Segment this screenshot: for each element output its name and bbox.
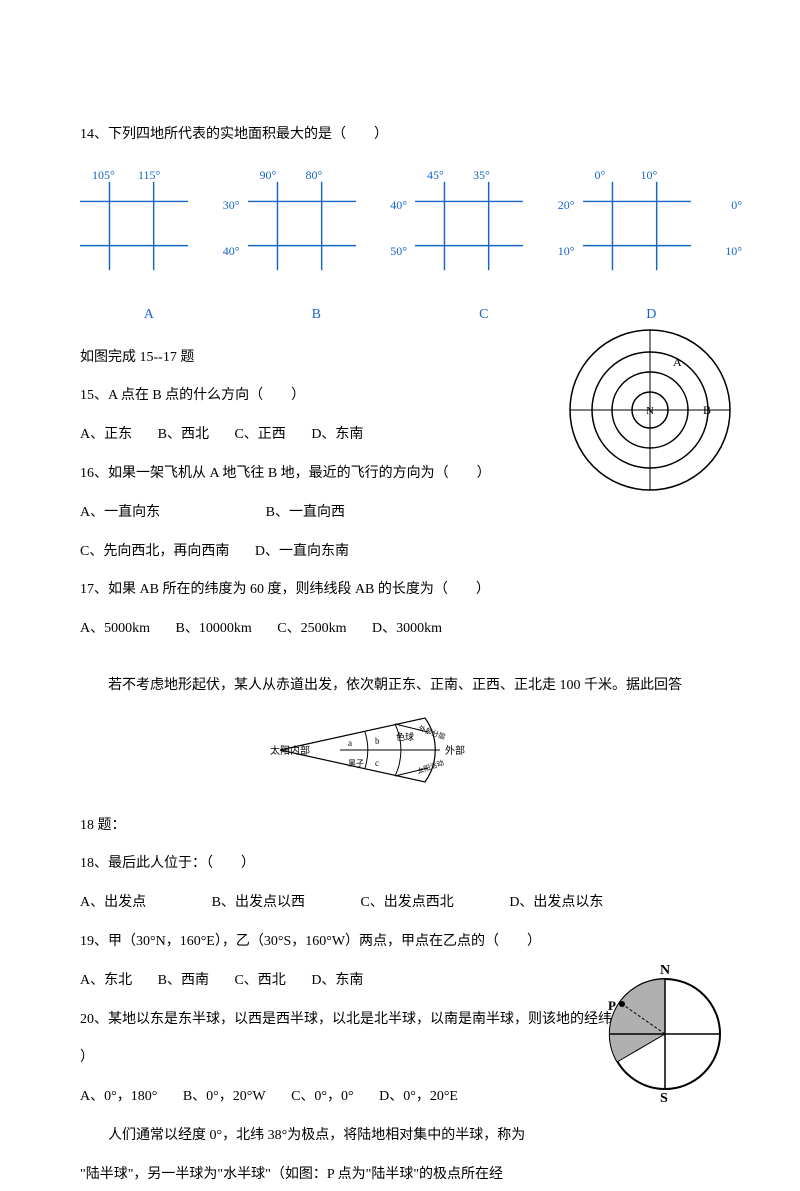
hemi-l1: 人们通常以经度 0°，北纬 38°为极点，将陆地相对集中的半球，称为: [80, 1121, 720, 1152]
q17-text: 17、如果 AB 所在的纬度为 60 度，则纬线段 AB 的长度为（ ）: [80, 575, 720, 606]
grid-c-top1: 45°: [427, 162, 444, 188]
grid-a-top1: 105°: [92, 162, 115, 188]
intro-18: 若不考虑地形起伏，某人从赤道出发，依次朝正东、正南、正西、正北走 100 千米。…: [80, 671, 720, 702]
grid-letter-c: C: [415, 300, 553, 331]
q19-c: C、西北: [234, 973, 285, 988]
svg-text:N: N: [660, 963, 670, 978]
q20-b: B、0°，20°W: [183, 1089, 266, 1104]
q17-c: C、2500km: [277, 621, 346, 636]
q18-d: D、出发点以东: [509, 895, 603, 910]
q17-choices: A、5000km B、10000km C、2500km D、3000km: [80, 614, 720, 645]
grid-c: 45° 35° 20° 10°: [415, 166, 553, 286]
q16-a: A、一直向东: [80, 505, 160, 520]
q18-intro: 18 题：: [80, 811, 720, 842]
grid-diagrams: 105° 115° 30° 40° 90° 80° 40° 50° 45° 35…: [80, 166, 720, 286]
q20-c: C、0°，0°: [291, 1089, 354, 1104]
hemi-l2: "陆半球"，另一半球为"水半球"（如图：P 点为"陆半球"的极点所在经: [80, 1160, 720, 1191]
q18-choices: A、出发点 B、出发点以西 C、出发点西北 D、出发点以东: [80, 888, 720, 919]
q16-choices2: C、先向西北，再向西南 D、一直向东南: [80, 537, 720, 568]
svg-text:c: c: [375, 758, 379, 768]
q19-b: B、西南: [158, 973, 209, 988]
hemisphere-diagram: N S P: [600, 962, 730, 1102]
q19-d: D、东南: [311, 973, 363, 988]
svg-text:太阳内部: 太阳内部: [270, 744, 310, 757]
svg-text:N: N: [646, 405, 654, 417]
grid-c-top2: 35°: [473, 162, 490, 188]
q18-a: A、出发点: [80, 895, 146, 910]
q15-b: B、西北: [158, 427, 209, 442]
svg-text:黑子: 黑子: [348, 759, 364, 768]
q15-c: C、正西: [234, 427, 285, 442]
svg-text:B: B: [703, 403, 711, 417]
grid-a-r1: 30°: [223, 192, 240, 218]
q19-text: 19、甲（30°N，160°E），乙（30°S，160°W）两点，甲点在乙点的（…: [80, 927, 720, 958]
svg-text:S: S: [660, 1091, 668, 1102]
svg-text:b: b: [375, 736, 380, 746]
grid-letter-a: A: [80, 300, 218, 331]
q20-d: D、0°，20°E: [379, 1089, 458, 1104]
q16-choices1: A、一直向东 B、一直向西: [80, 498, 720, 529]
grid-b-r1: 40°: [390, 192, 407, 218]
q18-b: B、出发点以西: [212, 895, 305, 910]
grid-d: 0° 10° 0° 10°: [583, 166, 721, 286]
sun-structure-diagram: 太阳内部 a 黑子 b c 色球 外部 外部分层 太阳活动: [80, 710, 720, 803]
grid-d-r2: 10°: [725, 238, 742, 264]
svg-text:外部: 外部: [445, 744, 465, 757]
q15-d: D、东南: [311, 427, 363, 442]
grid-d-top2: 10°: [641, 162, 658, 188]
q19-a: A、东北: [80, 973, 132, 988]
q18-text: 18、最后此人位于：（ ）: [80, 849, 720, 880]
q16-d: D、一直向东南: [255, 544, 349, 559]
svg-text:外部分层: 外部分层: [417, 723, 446, 741]
grid-a: 105° 115° 30° 40°: [80, 166, 218, 286]
q17-a: A、5000km: [80, 621, 150, 636]
grid-b-r2: 50°: [390, 238, 407, 264]
grid-c-r2: 10°: [558, 238, 575, 264]
concentric-circles-diagram: A N B: [560, 320, 740, 500]
grid-b-top1: 90°: [260, 162, 277, 188]
q14-text: 14、下列四地所代表的实地面积最大的是（ ）: [80, 120, 720, 151]
svg-text:A: A: [673, 355, 682, 369]
q17-b: B、10000km: [176, 621, 252, 636]
q20-a: A、0°，180°: [80, 1089, 157, 1104]
grid-b: 90° 80° 40° 50°: [248, 166, 386, 286]
svg-text:a: a: [348, 738, 352, 748]
svg-text:P: P: [608, 998, 616, 1013]
grid-d-top1: 0°: [595, 162, 606, 188]
q17-d: D、3000km: [372, 621, 442, 636]
grid-a-r2: 40°: [223, 238, 240, 264]
q16-c: C、先向西北，再向西南: [80, 544, 229, 559]
grid-b-top2: 80°: [306, 162, 323, 188]
grid-a-top2: 115°: [138, 162, 160, 188]
q15-a: A、正东: [80, 427, 132, 442]
grid-letter-b: B: [248, 300, 386, 331]
grid-d-r1: 0°: [731, 192, 742, 218]
q16-b: B、一直向西: [266, 505, 345, 520]
q18-c: C、出发点西北: [360, 895, 453, 910]
grid-c-r1: 20°: [558, 192, 575, 218]
svg-text:色球: 色球: [396, 731, 414, 742]
